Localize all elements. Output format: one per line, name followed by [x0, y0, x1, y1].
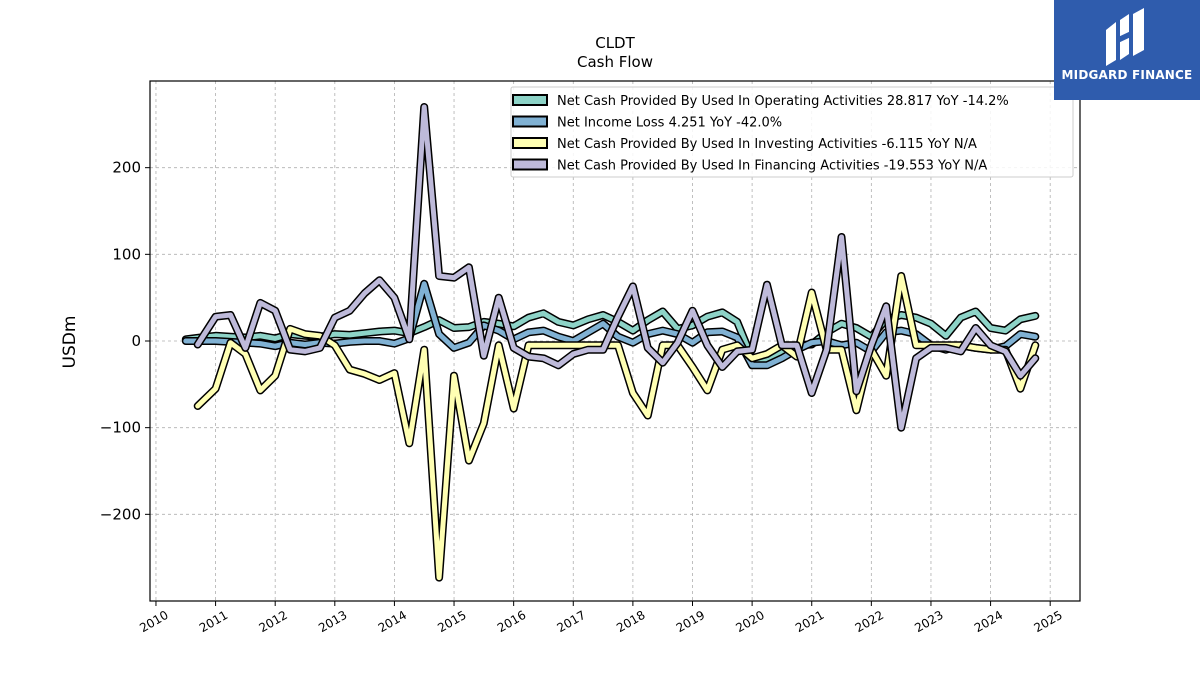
y-axis-label: USDm: [60, 316, 80, 369]
y-tick-label: 200: [112, 159, 141, 177]
x-tick-label: 2015: [435, 608, 468, 635]
y-tick-label: 0: [131, 332, 141, 350]
x-tick-label: 2018: [614, 608, 647, 635]
y-axis-ticks: −200 −100 0 100 200: [100, 159, 150, 523]
x-tick-label: 2020: [733, 608, 766, 635]
legend-swatch: [512, 115, 548, 128]
legend-label: Net Income Loss 4.251 YoY -42.0%: [557, 116, 782, 131]
x-tick-label: 2014: [376, 608, 409, 635]
legend-label: Net Cash Provided By Used In Financing A…: [557, 159, 987, 174]
midgard-finance-logo: MIDGARD FINANCE: [1054, 0, 1200, 100]
series-lines: [181, 103, 1040, 582]
y-tick-label: 100: [112, 245, 141, 263]
midgard-logo-mark-icon: [1106, 8, 1144, 66]
x-tick-label: 2011: [197, 608, 230, 635]
logo-text: MIDGARD FINANCE: [1061, 68, 1193, 82]
x-tick-label: 2023: [912, 608, 945, 635]
x-tick-label: 2019: [674, 608, 707, 635]
x-tick-label: 2024: [972, 608, 1005, 635]
x-tick-label: 2021: [793, 608, 826, 635]
x-tick-label: 2013: [316, 608, 349, 635]
series-line: [195, 273, 1038, 581]
x-tick-label: 2012: [256, 608, 289, 635]
series-4: [193, 103, 1040, 432]
legend-box: [510, 86, 1074, 178]
y-tick-label: −100: [100, 419, 141, 437]
x-tick-label: 2010: [137, 608, 170, 635]
x-tick-label: 2016: [495, 608, 528, 635]
series-line: [195, 104, 1038, 431]
legend-swatch: [512, 137, 548, 149]
legend-label: Net Cash Provided By Used In Investing A…: [557, 137, 977, 152]
legend-label: Net Cash Provided By Used In Operating A…: [557, 94, 1009, 109]
chart-title: CLDT: [595, 34, 635, 52]
x-tick-label: 2025: [1031, 608, 1064, 635]
series-3: [193, 272, 1040, 582]
legend-swatch: [512, 94, 548, 106]
x-tick-label: 2017: [555, 608, 588, 635]
legend: Net Cash Provided By Used In Operating A…: [510, 86, 1074, 178]
legend-swatch: [512, 158, 548, 171]
x-axis-ticks: 2010 2011 2012 2013 2014 2015 2016 2017 2018 2019…: [137, 601, 1065, 635]
chart-subtitle: Cash Flow: [577, 53, 653, 71]
y-tick-label: −200: [100, 505, 141, 523]
x-tick-label: 2022: [853, 608, 886, 635]
